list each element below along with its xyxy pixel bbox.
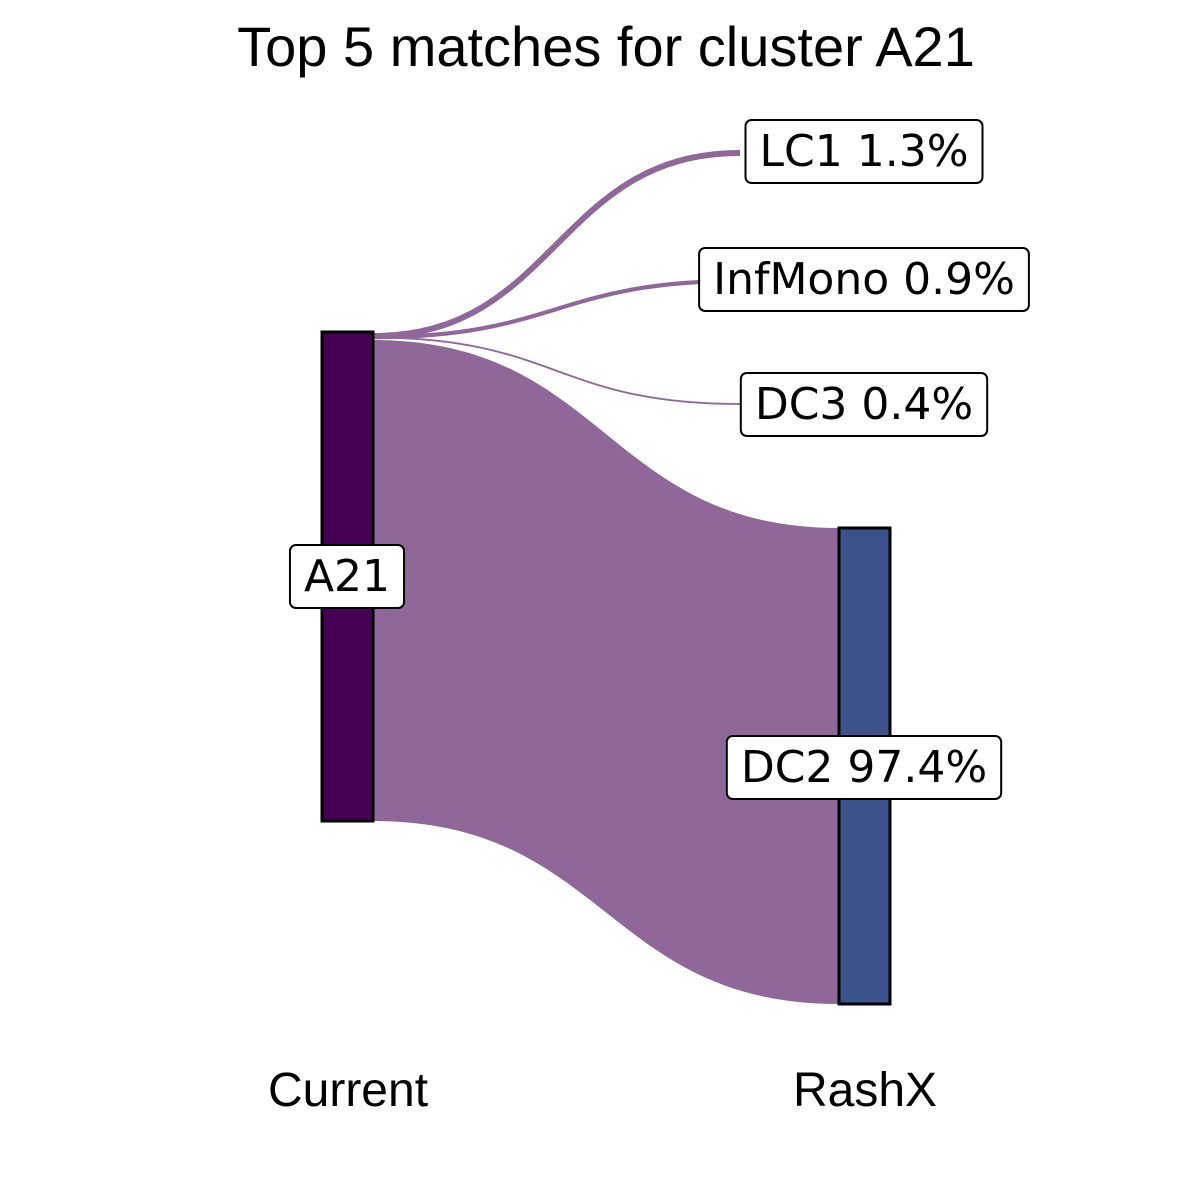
- node-label-dc2-box: [725, 735, 1003, 800]
- node-label-dc3-box: [739, 372, 989, 437]
- flow-dc2: [373, 340, 839, 1004]
- node-label-infmono-box: [698, 247, 1030, 312]
- node-label-lc1-box: [744, 119, 984, 184]
- node-label-infmono-text: InfMono 0.9%: [713, 254, 1015, 305]
- node-labels: A21 LC1 1.3% InfMono 0.9% DC3 0.4% DC2 97.4%: [288, 119, 1030, 800]
- flow-dc3: [372, 336, 741, 405]
- node-label-dc2-text: DC2 97.4%: [741, 742, 987, 793]
- flow-infmono: [372, 278, 741, 340]
- node-label-lc1: LC1 1.3%: [744, 119, 984, 184]
- flow-lc1: [372, 150, 741, 339]
- node-label-dc3: DC3 0.4%: [739, 372, 989, 437]
- node-label-lc1-text: LC1 1.3%: [760, 126, 969, 177]
- chart-title: Top 5 matches for cluster A21: [237, 15, 975, 78]
- node-label-dc3-text: DC3 0.4%: [755, 379, 973, 430]
- axis-label-current: Current: [268, 1064, 428, 1117]
- flows: [372, 150, 839, 1004]
- node-label-a21-box: [288, 544, 406, 609]
- node-label-a21: A21: [288, 544, 406, 609]
- axis-label-rashx: RashX: [793, 1064, 937, 1117]
- node-label-dc2: DC2 97.4%: [725, 735, 1003, 800]
- node-label-a21-text: A21: [304, 551, 390, 602]
- node-label-infmono: InfMono 0.9%: [698, 247, 1030, 312]
